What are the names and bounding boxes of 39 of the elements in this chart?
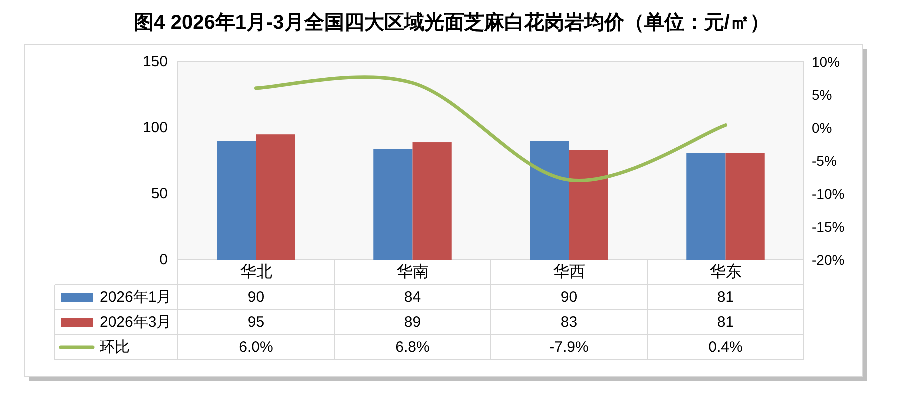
bar <box>726 153 765 260</box>
y2-tick-label: 0% <box>812 120 832 136</box>
data-label: 81 <box>717 314 734 331</box>
bar <box>256 134 296 260</box>
data-label: 90 <box>248 289 265 306</box>
legend-label: 2026年1月 <box>100 289 172 306</box>
y2-tick-label: -5% <box>812 153 837 169</box>
y2-tick-label: -10% <box>812 186 845 202</box>
chart-title: 图4 2026年1月-3月全国四大区域光面芝麻白花岗岩均价（单位：元/㎡） <box>134 11 770 34</box>
data-label: -7.9% <box>550 339 589 356</box>
data-label: 95 <box>248 314 265 331</box>
y-tick-label: 0 <box>160 252 168 268</box>
x-tick-label: 华南 <box>396 263 429 281</box>
data-label: 90 <box>560 289 578 306</box>
x-tick-label: 华西 <box>553 263 586 281</box>
x-tick-label: 华北 <box>240 263 272 281</box>
y-tick-label: 150 <box>142 54 168 70</box>
bar <box>686 153 726 260</box>
data-label: 6.0% <box>239 339 274 356</box>
data-label: 84 <box>404 289 422 306</box>
bar <box>412 142 452 260</box>
legend-label: 环比 <box>100 339 130 356</box>
bar <box>374 149 413 260</box>
data-label: 89 <box>404 314 422 331</box>
bar <box>530 141 570 260</box>
data-label: 81 <box>717 289 734 306</box>
data-label: 0.4% <box>708 339 743 356</box>
y2-tick-label: -20% <box>812 252 845 268</box>
bar <box>569 150 608 260</box>
data-label: 83 <box>560 314 578 331</box>
y2-tick-label: -15% <box>812 219 845 235</box>
bar <box>217 141 256 260</box>
x-tick-label: 华东 <box>710 263 742 281</box>
y-tick-label: 100 <box>142 120 168 136</box>
y-tick-label: 50 <box>151 186 168 202</box>
data-label: 6.8% <box>396 339 430 356</box>
legend-label: 2026年3月 <box>100 314 172 331</box>
y2-tick-label: 10% <box>812 54 840 70</box>
y2-tick-label: 5% <box>812 87 832 103</box>
